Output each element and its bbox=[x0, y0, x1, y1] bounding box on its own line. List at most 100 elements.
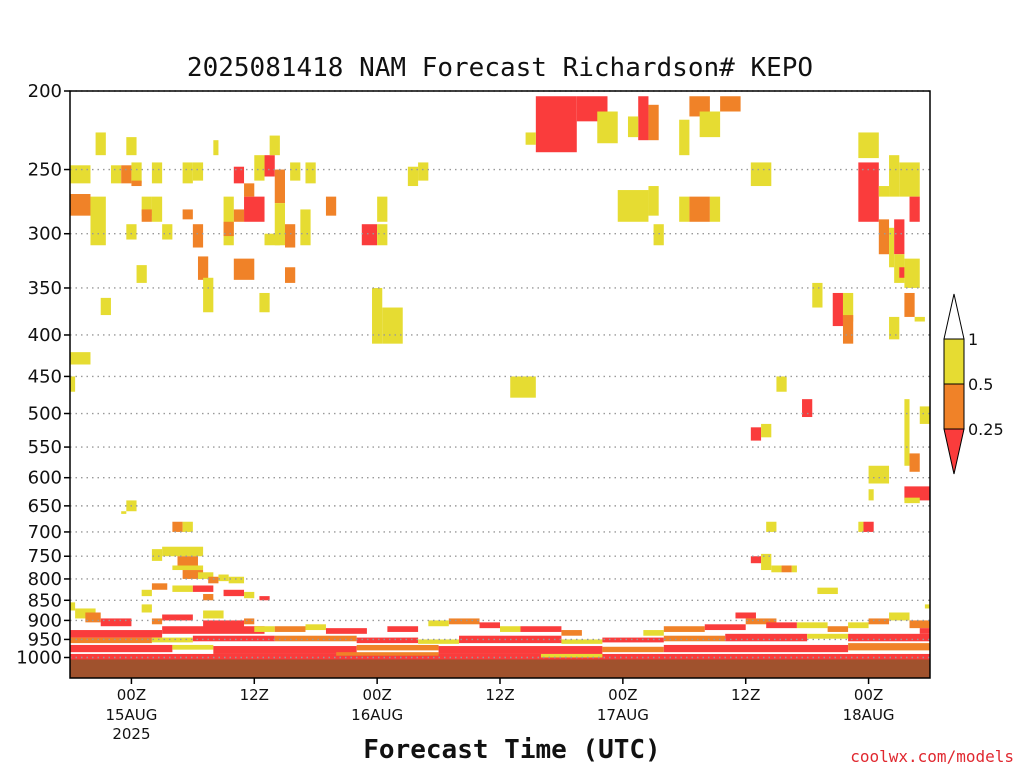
ri-cell bbox=[121, 511, 127, 514]
ri-cell bbox=[387, 626, 419, 632]
ri-cell bbox=[863, 521, 874, 532]
ri-cell bbox=[561, 639, 603, 644]
credit-text: coolwx.com/models bbox=[850, 747, 1014, 766]
ri-cell bbox=[407, 166, 419, 187]
ri-cell bbox=[372, 287, 383, 344]
ri-cell bbox=[182, 162, 193, 184]
ri-cell bbox=[203, 277, 214, 313]
ri-cell bbox=[203, 620, 245, 629]
y-tick-label: 1000 bbox=[16, 647, 62, 668]
ri-cell bbox=[889, 316, 900, 340]
ri-cell bbox=[70, 637, 152, 644]
y-tick-label: 200 bbox=[28, 81, 62, 102]
ri-cell bbox=[679, 196, 690, 222]
ri-cell bbox=[192, 635, 275, 642]
ri-cell bbox=[100, 618, 132, 627]
y-tick-label: 500 bbox=[28, 404, 62, 425]
ri-cell bbox=[510, 376, 536, 398]
chart-title: 2025081418 NAM Forecast Richardson# KEPO bbox=[187, 53, 813, 83]
ri-cell bbox=[791, 565, 797, 573]
ri-cell bbox=[878, 219, 890, 255]
ri-cell bbox=[750, 427, 762, 441]
y-tick-label: 350 bbox=[28, 278, 62, 299]
ri-cell bbox=[325, 196, 337, 216]
ri-cell bbox=[648, 186, 659, 216]
ri-cell bbox=[136, 265, 147, 283]
ri-cell bbox=[141, 604, 152, 613]
x-tick-label: 12Z bbox=[731, 686, 760, 704]
ri-cell bbox=[382, 307, 403, 344]
gridlines bbox=[70, 90, 930, 659]
ri-cell bbox=[899, 162, 920, 197]
ri-cell bbox=[889, 612, 910, 621]
ri-cell bbox=[904, 497, 920, 504]
ri-cell bbox=[223, 221, 234, 237]
ri-cell bbox=[909, 453, 920, 472]
colorbar-legend: 1 0.5 0.25 bbox=[943, 293, 1004, 475]
x-tick-label: 12Z bbox=[485, 686, 514, 704]
legend-swatch-red bbox=[943, 428, 965, 475]
ri-cell bbox=[233, 258, 255, 280]
ri-cell bbox=[679, 119, 690, 156]
ri-cell bbox=[761, 553, 772, 571]
ri-cell bbox=[448, 618, 480, 625]
ri-cell bbox=[182, 521, 193, 532]
ri-cell bbox=[90, 196, 106, 246]
ri-cell bbox=[254, 626, 275, 632]
ri-cell bbox=[203, 594, 214, 601]
ri-cell bbox=[520, 626, 562, 632]
ri-cell bbox=[766, 521, 777, 532]
ri-cell bbox=[781, 565, 792, 573]
ri-cell bbox=[725, 633, 808, 642]
ri-cell bbox=[70, 602, 76, 611]
ri-cell bbox=[228, 576, 245, 584]
ri-cell bbox=[899, 267, 905, 278]
ri-cell bbox=[172, 565, 204, 571]
ri-cell bbox=[213, 646, 357, 654]
ri-cell bbox=[208, 576, 219, 584]
ri-cell bbox=[617, 190, 649, 222]
ri-cell bbox=[817, 587, 838, 595]
ri-cell bbox=[904, 292, 915, 317]
ri-cell bbox=[172, 644, 214, 650]
x-tick-label: 00Z bbox=[854, 686, 883, 704]
y-axis-ticks: 200 250 300 350 400 450 500 550 600 650 700 7508008… bbox=[16, 81, 70, 668]
ri-cell bbox=[182, 209, 193, 220]
ri-cell bbox=[100, 297, 111, 316]
ri-cell bbox=[479, 622, 500, 629]
ri-cell bbox=[377, 196, 388, 222]
ri-cell bbox=[151, 196, 163, 222]
ri-cell bbox=[131, 180, 142, 187]
ri-cell bbox=[244, 591, 255, 599]
x-axis-label: Forecast Time (UTC) bbox=[363, 735, 660, 765]
ri-cell bbox=[182, 570, 204, 579]
x-tick-date: 18AUG bbox=[843, 706, 895, 724]
ri-cell bbox=[356, 637, 419, 644]
ri-cell bbox=[197, 256, 209, 280]
ri-cell bbox=[796, 622, 828, 629]
ri-cell bbox=[162, 224, 173, 240]
ri-cell bbox=[264, 155, 275, 177]
ri-cell bbox=[151, 637, 193, 643]
ri-cell bbox=[274, 203, 285, 246]
ri-cell bbox=[192, 224, 204, 248]
ri-cell bbox=[244, 183, 255, 197]
ri-cell bbox=[151, 583, 168, 590]
ri-cell bbox=[141, 589, 152, 597]
ri-cell bbox=[848, 622, 869, 629]
ri-cell bbox=[858, 132, 879, 159]
ri-cell bbox=[663, 644, 849, 653]
y-tick-label: 900 bbox=[28, 610, 62, 631]
ri-cell bbox=[643, 630, 664, 636]
ri-cell bbox=[812, 282, 823, 308]
ri-cell bbox=[254, 155, 265, 181]
ri-cell bbox=[638, 96, 649, 141]
ri-cell bbox=[213, 140, 219, 156]
ri-cell bbox=[750, 556, 762, 564]
ri-cell bbox=[218, 574, 229, 582]
ri-cell bbox=[336, 652, 439, 656]
ri-cell bbox=[909, 620, 930, 629]
ri-cell bbox=[233, 166, 245, 184]
ri-cell bbox=[704, 624, 746, 631]
